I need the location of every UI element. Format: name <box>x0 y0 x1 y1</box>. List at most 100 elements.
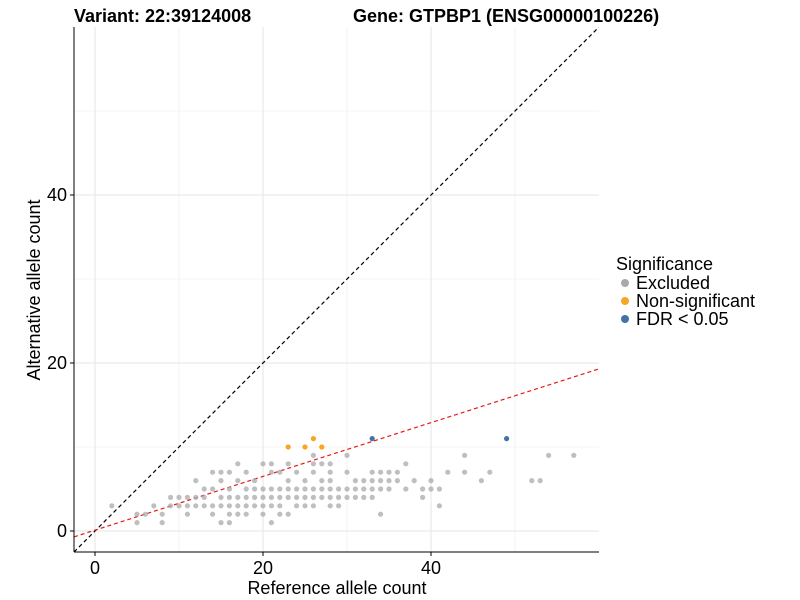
data-point-excluded <box>327 469 333 475</box>
data-point-excluded <box>285 511 291 517</box>
data-point-excluded <box>352 478 358 484</box>
data-point-excluded <box>369 494 375 500</box>
data-point-excluded <box>369 469 375 475</box>
data-point-excluded <box>210 486 216 492</box>
data-point-excluded <box>260 486 266 492</box>
data-point-excluded <box>294 494 300 500</box>
data-point-excluded <box>487 469 493 475</box>
data-points <box>109 436 577 526</box>
data-point-excluded <box>235 503 241 509</box>
chart-title-variant: Variant: 22:39124008 <box>74 6 251 26</box>
data-point-excluded <box>436 486 442 492</box>
data-point-excluded <box>394 478 400 484</box>
data-point-excluded <box>462 452 468 458</box>
data-point-excluded <box>218 478 224 484</box>
legend-key-excluded <box>621 279 629 287</box>
data-point-excluded <box>310 503 316 509</box>
data-point-excluded <box>260 461 266 467</box>
data-point-excluded <box>168 503 174 509</box>
data-point-excluded <box>344 469 350 475</box>
data-point-excluded <box>243 494 249 500</box>
data-point-excluded <box>235 511 241 517</box>
data-point-excluded <box>109 503 115 509</box>
data-point-excluded <box>176 503 182 509</box>
legend-label-fdr: FDR < 0.05 <box>636 309 729 329</box>
data-point-excluded <box>386 469 392 475</box>
data-point-excluded <box>428 486 434 492</box>
data-point-excluded <box>243 469 249 475</box>
data-point-excluded <box>176 494 182 500</box>
data-point-excluded <box>268 486 274 492</box>
data-point-excluded <box>310 469 316 475</box>
data-point-excluded <box>319 486 325 492</box>
data-point-excluded <box>294 503 300 509</box>
data-point-excluded <box>268 494 274 500</box>
data-point-excluded <box>445 469 451 475</box>
data-point-excluded <box>361 486 367 492</box>
data-point-excluded <box>226 520 232 526</box>
data-point-excluded <box>268 469 274 475</box>
data-point-excluded <box>277 511 283 517</box>
data-point-excluded <box>378 486 384 492</box>
data-point-excluded <box>285 461 291 467</box>
data-point-excluded <box>378 478 384 484</box>
data-point-excluded <box>571 452 577 458</box>
data-point-excluded <box>285 486 291 492</box>
data-point-excluded <box>184 503 190 509</box>
data-point-excluded <box>218 494 224 500</box>
y-tick-label: 40 <box>47 185 67 205</box>
data-point-nonsig <box>285 444 291 450</box>
data-point-excluded <box>344 452 350 458</box>
data-point-excluded <box>134 511 140 517</box>
data-point-excluded <box>378 469 384 475</box>
data-point-excluded <box>352 486 358 492</box>
data-point-excluded <box>226 511 232 517</box>
legend-title: Significance <box>616 254 713 274</box>
data-point-excluded <box>235 461 241 467</box>
data-point-excluded <box>529 478 535 484</box>
x-tick-label: 0 <box>90 558 100 578</box>
chart-title-gene: Gene: GTPBP1 (ENSG00000100226) <box>353 6 659 26</box>
x-axis-label: Reference allele count <box>247 578 426 598</box>
data-point-excluded <box>344 494 350 500</box>
data-point-excluded <box>336 486 342 492</box>
data-point-excluded <box>201 494 207 500</box>
data-point-excluded <box>252 494 258 500</box>
y-tick-label: 20 <box>47 353 67 373</box>
data-point-excluded <box>302 503 308 509</box>
data-point-excluded <box>327 486 333 492</box>
data-point-fdr <box>504 436 510 442</box>
data-point-excluded <box>378 511 384 517</box>
data-point-excluded <box>226 469 232 475</box>
data-point-excluded <box>310 494 316 500</box>
legend: Significance ExcludedNon-significantFDR … <box>616 254 755 329</box>
data-point-excluded <box>277 494 283 500</box>
x-axis-ticks: 0 20 40 <box>90 552 441 578</box>
y-axis-label: Alternative allele count <box>24 199 44 380</box>
data-point-excluded <box>302 494 308 500</box>
data-point-excluded <box>294 486 300 492</box>
data-point-excluded <box>260 494 266 500</box>
data-point-excluded <box>218 520 224 526</box>
data-point-excluded <box>428 478 434 484</box>
data-point-excluded <box>327 478 333 484</box>
data-point-excluded <box>285 478 291 484</box>
data-point-excluded <box>403 461 409 467</box>
data-point-excluded <box>210 469 216 475</box>
data-point-excluded <box>252 478 258 484</box>
data-point-excluded <box>252 503 258 509</box>
data-point-excluded <box>243 503 249 509</box>
data-point-excluded <box>235 478 241 484</box>
data-point-excluded <box>277 469 283 475</box>
data-point-excluded <box>277 503 283 509</box>
data-point-excluded <box>394 469 400 475</box>
data-point-excluded <box>462 469 468 475</box>
data-point-excluded <box>218 469 224 475</box>
data-point-excluded <box>403 486 409 492</box>
data-point-excluded <box>252 486 258 492</box>
data-point-excluded <box>436 503 442 509</box>
data-point-excluded <box>218 503 224 509</box>
data-point-excluded <box>310 461 316 467</box>
x-tick-label: 40 <box>421 558 441 578</box>
